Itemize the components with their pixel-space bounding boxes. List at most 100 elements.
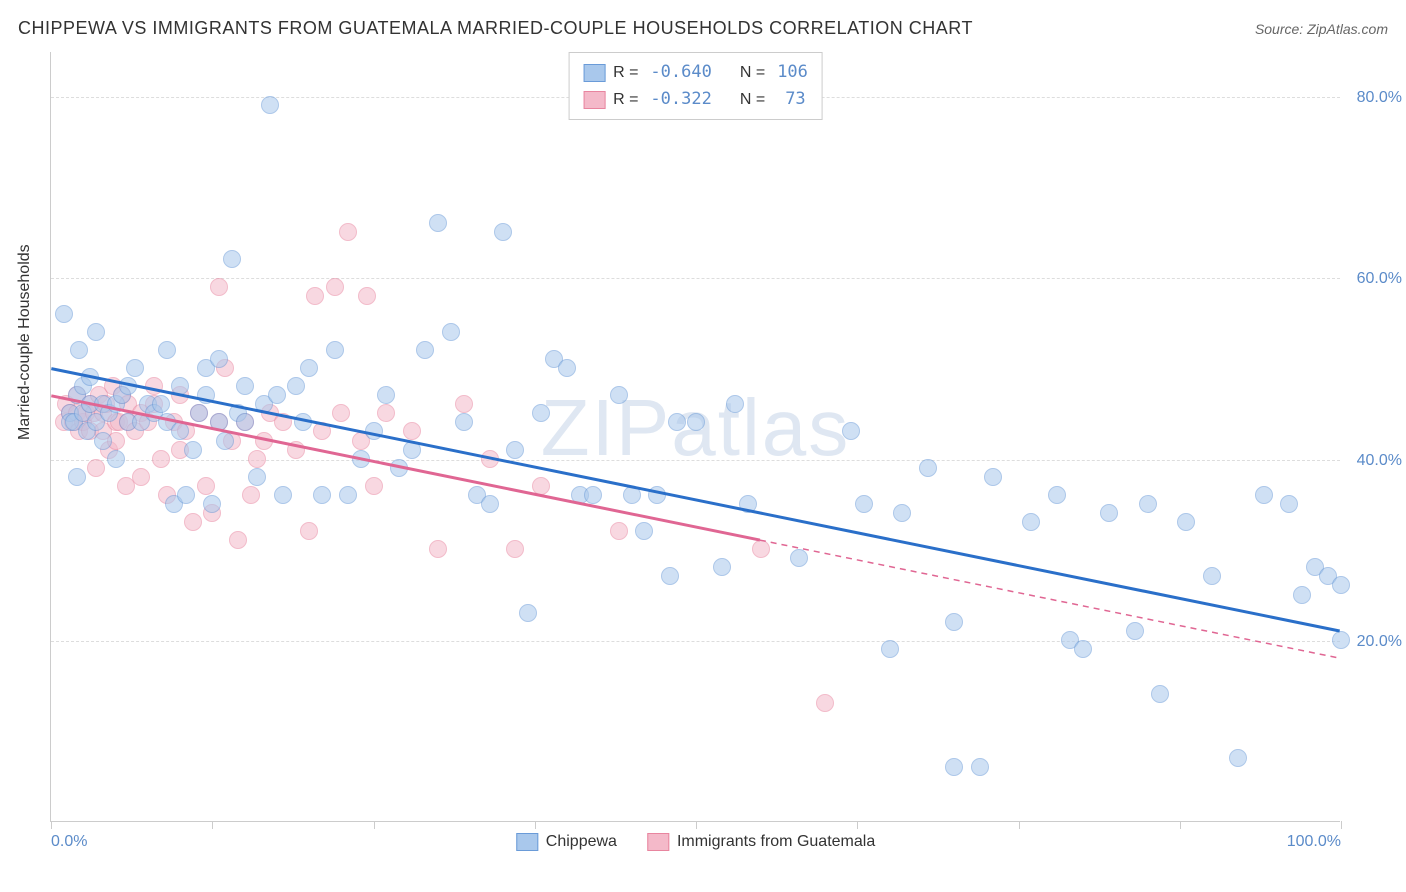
chippewa-point	[210, 350, 228, 368]
chart-plot-area: ZIPatlas 20.0%40.0%60.0%80.0% 0.0%100.0%…	[50, 52, 1340, 822]
guatemala-point	[242, 486, 260, 504]
legend-row-guatemala: R = -0.322 N = 73	[583, 86, 808, 113]
r-value-guatemala: -0.322	[650, 86, 711, 113]
chippewa-point	[610, 386, 628, 404]
chippewa-point	[429, 214, 447, 232]
guatemala-point	[506, 540, 524, 558]
guatemala-point	[532, 477, 550, 495]
chart-title: CHIPPEWA VS IMMIGRANTS FROM GUATEMALA MA…	[18, 18, 973, 39]
source-attribution: Source: ZipAtlas.com	[1255, 21, 1388, 37]
chippewa-point	[1280, 495, 1298, 513]
guatemala-point	[365, 477, 383, 495]
chippewa-point	[668, 413, 686, 431]
chippewa-point	[855, 495, 873, 513]
y-axis-label: Married-couple Households	[16, 244, 34, 440]
guatemala-point	[184, 513, 202, 531]
chippewa-point	[1332, 576, 1350, 594]
chippewa-point	[1177, 513, 1195, 531]
legend-item-guatemala: Immigrants from Guatemala	[647, 833, 875, 851]
chippewa-point	[390, 459, 408, 477]
guatemala-point	[403, 422, 421, 440]
chippewa-point	[248, 468, 266, 486]
guatemala-point	[210, 278, 228, 296]
chippewa-point	[203, 495, 221, 513]
guatemala-point	[377, 404, 395, 422]
guatemala-point	[429, 540, 447, 558]
legend-swatch-guatemala	[583, 91, 605, 109]
scatter-points-layer	[51, 52, 1340, 821]
guatemala-point	[339, 223, 357, 241]
y-tick-label: 60.0%	[1357, 270, 1402, 288]
x-tick	[696, 821, 697, 829]
chippewa-point	[94, 432, 112, 450]
chippewa-point	[365, 422, 383, 440]
x-tick-label: 0.0%	[51, 833, 87, 851]
series-legend: Chippewa Immigrants from Guatemala	[516, 833, 875, 851]
chippewa-point	[126, 359, 144, 377]
chippewa-point	[893, 504, 911, 522]
chippewa-point	[171, 422, 189, 440]
chippewa-point	[184, 441, 202, 459]
chippewa-point	[945, 758, 963, 776]
chippewa-point	[223, 250, 241, 268]
chippewa-point	[352, 450, 370, 468]
guatemala-point	[274, 413, 292, 431]
guatemala-point	[816, 694, 834, 712]
chippewa-point	[687, 413, 705, 431]
legend-label-guatemala: Immigrants from Guatemala	[677, 833, 875, 851]
chippewa-point	[1203, 567, 1221, 585]
n-value-guatemala: 73	[777, 86, 805, 113]
y-tick-label: 80.0%	[1357, 89, 1402, 107]
chippewa-point	[1022, 513, 1040, 531]
chippewa-point	[70, 341, 88, 359]
chippewa-point	[339, 486, 357, 504]
legend-swatch-chippewa	[516, 833, 538, 851]
chippewa-point	[171, 377, 189, 395]
guatemala-point	[455, 395, 473, 413]
chippewa-point	[152, 395, 170, 413]
chippewa-point	[739, 495, 757, 513]
chippewa-point	[236, 377, 254, 395]
chippewa-point	[313, 486, 331, 504]
stat-label-r: R =	[613, 87, 638, 113]
chippewa-point	[532, 404, 550, 422]
guatemala-point	[326, 278, 344, 296]
chippewa-point	[81, 368, 99, 386]
chippewa-point	[197, 386, 215, 404]
chippewa-point	[494, 223, 512, 241]
chippewa-point	[236, 413, 254, 431]
legend-row-chippewa: R = -0.640 N = 106	[583, 59, 808, 86]
guatemala-point	[752, 540, 770, 558]
chippewa-point	[68, 468, 86, 486]
chippewa-point	[300, 359, 318, 377]
guatemala-point	[610, 522, 628, 540]
chippewa-point	[558, 359, 576, 377]
chippewa-point	[971, 758, 989, 776]
chippewa-point	[648, 486, 666, 504]
chippewa-point	[842, 422, 860, 440]
chippewa-point	[1332, 631, 1350, 649]
guatemala-point	[145, 377, 163, 395]
guatemala-point	[87, 459, 105, 477]
guatemala-point	[300, 522, 318, 540]
chippewa-point	[377, 386, 395, 404]
r-value-chippewa: -0.640	[650, 59, 711, 86]
chippewa-point	[1048, 486, 1066, 504]
guatemala-point	[313, 422, 331, 440]
chippewa-point	[481, 495, 499, 513]
chippewa-point	[945, 613, 963, 631]
chippewa-point	[274, 486, 292, 504]
chippewa-point	[1151, 685, 1169, 703]
chippewa-point	[984, 468, 1002, 486]
legend-swatch-chippewa	[583, 64, 605, 82]
x-tick	[1180, 821, 1181, 829]
x-tick	[1019, 821, 1020, 829]
chippewa-point	[177, 486, 195, 504]
guatemala-point	[481, 450, 499, 468]
guatemala-point	[306, 287, 324, 305]
chippewa-point	[416, 341, 434, 359]
chippewa-point	[1229, 749, 1247, 767]
chippewa-point	[119, 377, 137, 395]
chippewa-point	[519, 604, 537, 622]
chippewa-point	[1139, 495, 1157, 513]
